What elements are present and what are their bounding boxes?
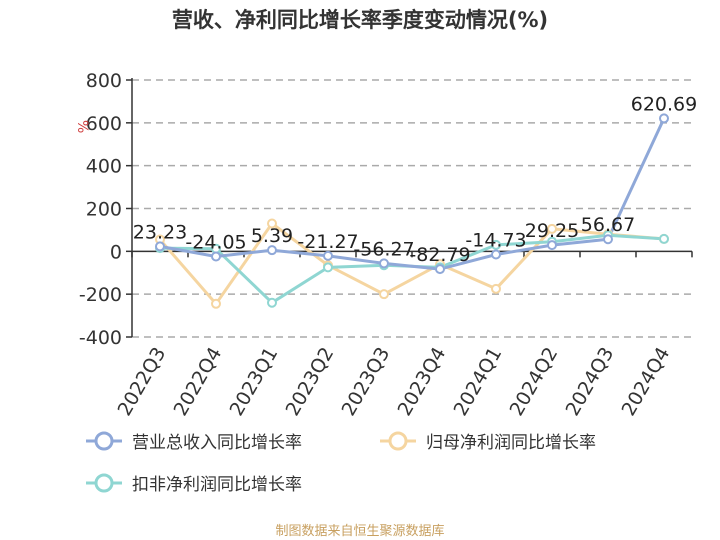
data-label: 5.39: [251, 225, 293, 247]
data-point: [659, 233, 669, 244]
x-tick-label: 2024Q4: [618, 344, 675, 420]
legend-label: 扣非净利润同比增长率: [132, 475, 302, 495]
series-line: [159, 117, 666, 271]
data-label: -21.27: [297, 231, 358, 253]
data-labels: 23.23-24.05 5.39 -21.27-56.27-82.79-14.732…: [133, 93, 697, 266]
legend-line-icon: [86, 431, 122, 450]
chart-title: 营收、净利同比增长率季度变动情况(%): [171, 8, 549, 32]
y-tick-label: 0: [110, 241, 122, 263]
y-tick-label: 200: [86, 199, 122, 221]
data-point: [491, 239, 501, 250]
grid-lines: [132, 79, 692, 338]
data-point: [211, 298, 221, 309]
legend-line-icon: [380, 431, 416, 450]
data-point: [267, 218, 277, 229]
data-point: [435, 264, 445, 275]
y-tick-label: -200: [79, 284, 122, 306]
legend-item-net-profit[interactable]: 归母净利润同比增长率: [378, 428, 596, 453]
x-tick-label: 2024Q2: [506, 344, 563, 420]
data-point: [267, 297, 277, 308]
x-tick-label: 2023Q1: [226, 344, 283, 420]
data-label: -56.27: [353, 238, 414, 260]
legend-label: 归母净利润同比增长率: [426, 433, 596, 453]
y-tick-label: -400: [79, 327, 122, 349]
y-axis-unit: %: [74, 120, 90, 133]
y-tick-label: 400: [86, 156, 122, 178]
x-tick-label: 2022Q4: [170, 344, 227, 420]
x-tick-label: 2022Q3: [114, 344, 171, 420]
data-point: [267, 245, 277, 256]
y-tick-label: 800: [86, 70, 122, 92]
data-label: -82.79: [409, 244, 470, 266]
x-tick-label: 2023Q2: [282, 344, 339, 420]
data-point: [211, 251, 221, 262]
data-point: [547, 240, 557, 251]
data-label: 23.23: [133, 221, 187, 243]
legend-label: 营业总收入同比增长率: [132, 433, 302, 453]
data-label: 620.69: [631, 93, 697, 115]
x-tick-label: 2023Q3: [338, 344, 395, 420]
y-tick-label: 600: [86, 113, 122, 135]
axes: [131, 78, 692, 337]
legend-line-icon: [86, 473, 122, 492]
data-point: [379, 258, 389, 269]
series-points: [155, 113, 669, 309]
data-point: [603, 234, 613, 245]
source-note: 制图数据来自恒生聚源数据库: [275, 524, 445, 539]
data-point: [379, 289, 389, 300]
series-lines: [158, 117, 666, 306]
data-point: [323, 262, 333, 273]
x-tick-label: 2023Q4: [394, 344, 451, 420]
data-point: [491, 249, 501, 260]
legend-item-deducted-net-profit[interactable]: 扣非净利润同比增长率: [84, 470, 302, 495]
data-label: -14.73: [465, 229, 526, 251]
x-axis-ticks: 2022Q3 2022Q4 2023Q1 2023Q2 2023Q3 2023Q4 2024…: [114, 251, 693, 420]
legend-item-revenue[interactable]: 营业总收入同比增长率: [84, 428, 302, 453]
data-point: [491, 283, 501, 294]
data-point: [323, 250, 333, 261]
data-point: [155, 241, 165, 252]
data-point: [547, 223, 557, 234]
data-label: 56.67: [581, 214, 635, 236]
x-tick-label: 2024Q3: [562, 344, 619, 420]
data-point: [659, 113, 669, 124]
data-label: -24.05: [185, 231, 246, 253]
data-label: 29.25: [525, 220, 579, 242]
y-axis-ticks: -400 -200 0 200 400 600 800: [79, 70, 132, 349]
x-tick-label: 2024Q1: [450, 344, 507, 420]
series-line: [158, 222, 665, 306]
